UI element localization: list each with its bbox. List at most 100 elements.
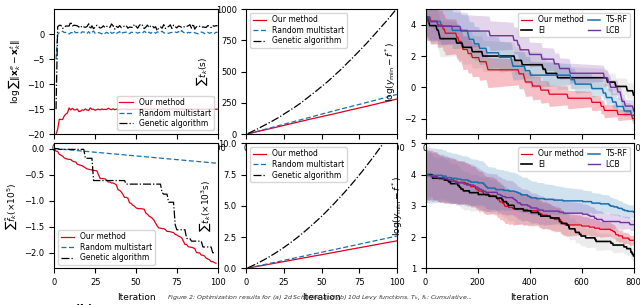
Genetic algorithm — [214, 24, 221, 28]
Genetic algorithm — [51, 147, 58, 150]
Our method — [385, 99, 393, 103]
Random multistart — [393, 93, 401, 96]
Our method — [88, 168, 96, 172]
Our method — [207, 107, 215, 111]
Random multistart — [381, 237, 388, 240]
Random multistart — [148, 30, 156, 34]
Genetic algorithm — [385, 16, 393, 20]
Line: Genetic algorithm: Genetic algorithm — [248, 124, 397, 268]
Y-axis label: $\sum t_k(\times 10^3$s): $\sum t_k(\times 10^3$s) — [197, 180, 212, 232]
Genetic algorithm — [150, 26, 158, 30]
Genetic algorithm — [381, 21, 388, 25]
Line: Our method: Our method — [248, 241, 397, 268]
Our method — [273, 125, 280, 129]
Genetic algorithm — [333, 199, 340, 203]
Line: Random multistart: Random multistart — [56, 30, 218, 59]
Our method — [333, 111, 340, 115]
Line: Random multistart: Random multistart — [248, 95, 397, 134]
Our method — [202, 107, 210, 111]
Random multistart — [273, 260, 280, 264]
Genetic algorithm — [85, 22, 93, 26]
Random multistart — [333, 108, 340, 112]
Genetic algorithm — [333, 71, 340, 75]
Our method — [393, 239, 401, 243]
Random multistart — [90, 29, 97, 33]
Genetic algorithm — [202, 26, 210, 29]
Our method — [137, 107, 145, 111]
Y-axis label: $\sum t_k$(s): $\sum t_k$(s) — [195, 57, 210, 86]
Genetic algorithm — [207, 26, 215, 29]
Our method — [244, 132, 252, 136]
Legend: Our method, Random multistart, Genetic algorithm: Our method, Random multistart, Genetic a… — [117, 96, 214, 130]
Line: Random multistart: Random multistart — [248, 236, 397, 268]
Genetic algorithm — [393, 7, 401, 10]
Random multistart — [178, 29, 186, 32]
Our method — [51, 147, 58, 151]
Text: $\mathbf{(a)}$: $\mathbf{(a)}$ — [74, 168, 93, 182]
Random multistart — [321, 250, 328, 253]
Our method — [381, 100, 388, 104]
X-axis label: Iteration: Iteration — [116, 293, 156, 302]
X-axis label: Iteration: Iteration — [116, 159, 156, 167]
X-axis label: Iteration: Iteration — [510, 159, 549, 167]
Random multistart — [202, 31, 210, 34]
Random multistart — [147, 156, 154, 159]
Random multistart — [136, 31, 143, 34]
Legend: Our method, EI, TS-RF, LCB: Our method, EI, TS-RF, LCB — [518, 13, 630, 37]
Our method — [321, 114, 328, 118]
Legend: Our method, Random multistart, Genetic algorithm: Our method, Random multistart, Genetic a… — [250, 13, 347, 48]
Genetic algorithm — [393, 122, 401, 126]
Random multistart — [393, 234, 401, 238]
Random multistart — [51, 147, 58, 150]
Genetic algorithm — [278, 246, 286, 250]
Genetic algorithm — [244, 266, 252, 270]
Genetic algorithm — [244, 132, 252, 135]
Random multistart — [207, 31, 215, 34]
Genetic algorithm — [88, 156, 96, 160]
Our method — [204, 257, 212, 261]
Line: Genetic algorithm: Genetic algorithm — [54, 149, 216, 253]
Our method — [147, 215, 154, 219]
Random multistart — [278, 259, 286, 263]
Random multistart — [212, 161, 220, 165]
Our method — [278, 124, 286, 127]
Y-axis label: $\log(y_{\min} - f^*)$: $\log(y_{\min} - f^*)$ — [390, 176, 405, 236]
Our method — [214, 107, 221, 111]
Genetic algorithm — [92, 25, 99, 29]
Genetic algorithm — [212, 251, 220, 255]
Genetic algorithm — [199, 245, 207, 249]
Random multistart — [381, 96, 388, 99]
Our method — [134, 207, 141, 210]
X-axis label: Iteration: Iteration — [510, 293, 549, 302]
Our method — [321, 252, 328, 256]
Random multistart — [278, 123, 286, 127]
Random multistart — [321, 112, 328, 115]
Our method — [385, 240, 393, 244]
Line: Our method: Our method — [54, 149, 216, 263]
Our method — [381, 241, 388, 245]
Our method — [393, 97, 401, 101]
Our method — [92, 109, 99, 112]
Our method — [278, 260, 286, 264]
Random multistart — [199, 160, 207, 164]
Our method — [244, 266, 252, 270]
Random multistart — [244, 266, 252, 270]
Genetic algorithm — [81, 156, 89, 160]
Genetic algorithm — [273, 250, 280, 254]
Genetic algorithm — [137, 22, 145, 26]
Genetic algorithm — [321, 211, 328, 215]
Random multistart — [214, 30, 221, 34]
Genetic algorithm — [273, 117, 280, 120]
Random multistart — [81, 149, 89, 153]
Our method — [150, 107, 158, 111]
Genetic algorithm — [321, 82, 328, 86]
Our method — [199, 253, 207, 257]
Genetic algorithm — [67, 20, 74, 24]
Our method — [52, 132, 60, 136]
Random multistart — [333, 247, 340, 251]
Y-axis label: $\sum\tilde{f}_k(\times 10^5)$: $\sum\tilde{f}_k(\times 10^5)$ — [4, 182, 19, 230]
Line: Genetic algorithm: Genetic algorithm — [56, 22, 218, 109]
Genetic algorithm — [204, 245, 212, 249]
Genetic algorithm — [209, 251, 216, 255]
Legend: Our method, EI, TS-RF, LCB: Our method, EI, TS-RF, LCB — [518, 147, 630, 171]
